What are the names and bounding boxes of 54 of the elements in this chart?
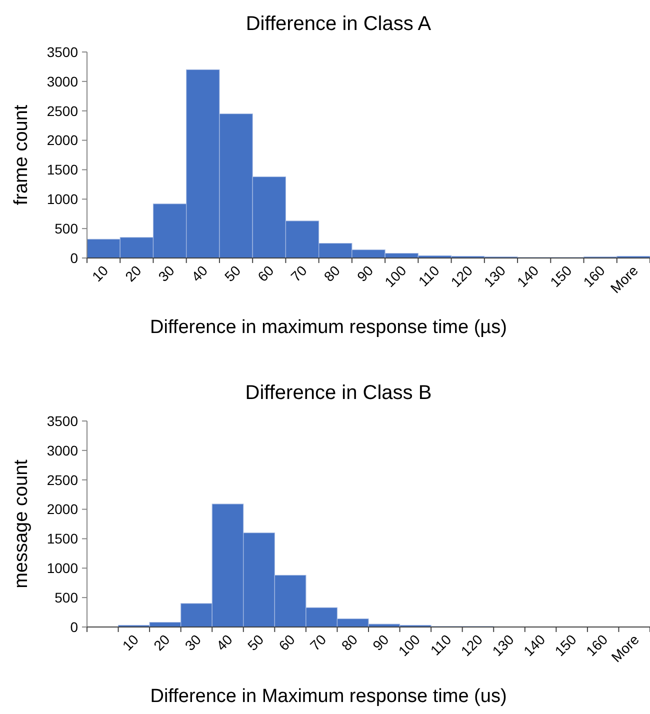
chart-title: Difference in Class A <box>246 13 432 35</box>
x-tick-label: 130 <box>480 262 509 290</box>
y-tick-label: 500 <box>54 220 78 236</box>
x-tick-label: 150 <box>546 262 575 290</box>
x-tick-label: 150 <box>552 631 580 660</box>
x-tick-label: 60 <box>276 631 298 654</box>
y-tick-label: 500 <box>54 589 78 606</box>
x-tick-label: 120 <box>458 631 486 660</box>
x-tick-label: 80 <box>320 262 344 285</box>
x-tick-label: 40 <box>213 631 236 654</box>
y-tick-label: 1500 <box>46 162 78 178</box>
x-tick-label: 70 <box>288 262 310 285</box>
y-axis-title: message count <box>11 458 32 588</box>
x-tick-label: 40 <box>188 262 211 285</box>
x-tick-label: 110 <box>415 262 442 290</box>
x-tick-label: 90 <box>369 631 392 654</box>
x-tick-label: 100 <box>381 262 410 290</box>
y-tick-label: 2000 <box>46 501 78 518</box>
y-axis-title: frame count <box>11 104 32 206</box>
x-tick-label: 50 <box>244 631 267 654</box>
x-tick-label: 120 <box>448 262 476 290</box>
y-tick-label: 2000 <box>46 132 78 148</box>
x-tick-label: 50 <box>221 262 244 285</box>
x-tick-label: 10 <box>88 262 112 285</box>
x-tick-label: 160 <box>580 262 608 290</box>
x-tick-label: 110 <box>427 631 454 658</box>
y-tick-label: 3500 <box>46 44 78 60</box>
x-tick-label: 30 <box>155 262 178 285</box>
x-tick-label: 20 <box>122 262 144 285</box>
x-tick-label: 140 <box>514 262 542 290</box>
y-tick-label: 2500 <box>46 102 78 119</box>
y-tick-label: 1000 <box>46 191 78 208</box>
x-tick-label: 30 <box>182 631 204 654</box>
x-tick-label: 140 <box>520 631 548 660</box>
y-tick-label: 3000 <box>46 73 78 90</box>
y-tick-label: 1500 <box>46 530 78 547</box>
x-tick-label: 80 <box>338 631 361 654</box>
y-tick-label: 1000 <box>46 560 78 576</box>
x-axis-title: Difference in Maximum response time (us) <box>150 686 507 707</box>
y-tick-label: 3000 <box>46 442 78 458</box>
y-tick-label: 0 <box>70 250 78 266</box>
x-tick-label: 100 <box>395 631 424 660</box>
y-tick-label: 3500 <box>46 412 78 429</box>
y-tick-label: 2500 <box>46 472 78 488</box>
x-tick-label: 10 <box>119 631 142 654</box>
x-tick-label: 70 <box>306 631 330 654</box>
x-tick-label: 160 <box>582 631 611 660</box>
x-tick-label: 60 <box>254 262 277 285</box>
x-tick-label: 130 <box>489 631 517 660</box>
chart-title: Difference in Class B <box>245 382 432 404</box>
x-tick-label: 90 <box>354 262 376 285</box>
y-tick-label: 0 <box>70 618 78 635</box>
x-axis-title: Difference in maximum response time (µs) <box>150 317 507 338</box>
x-tick-label: 20 <box>150 631 173 654</box>
